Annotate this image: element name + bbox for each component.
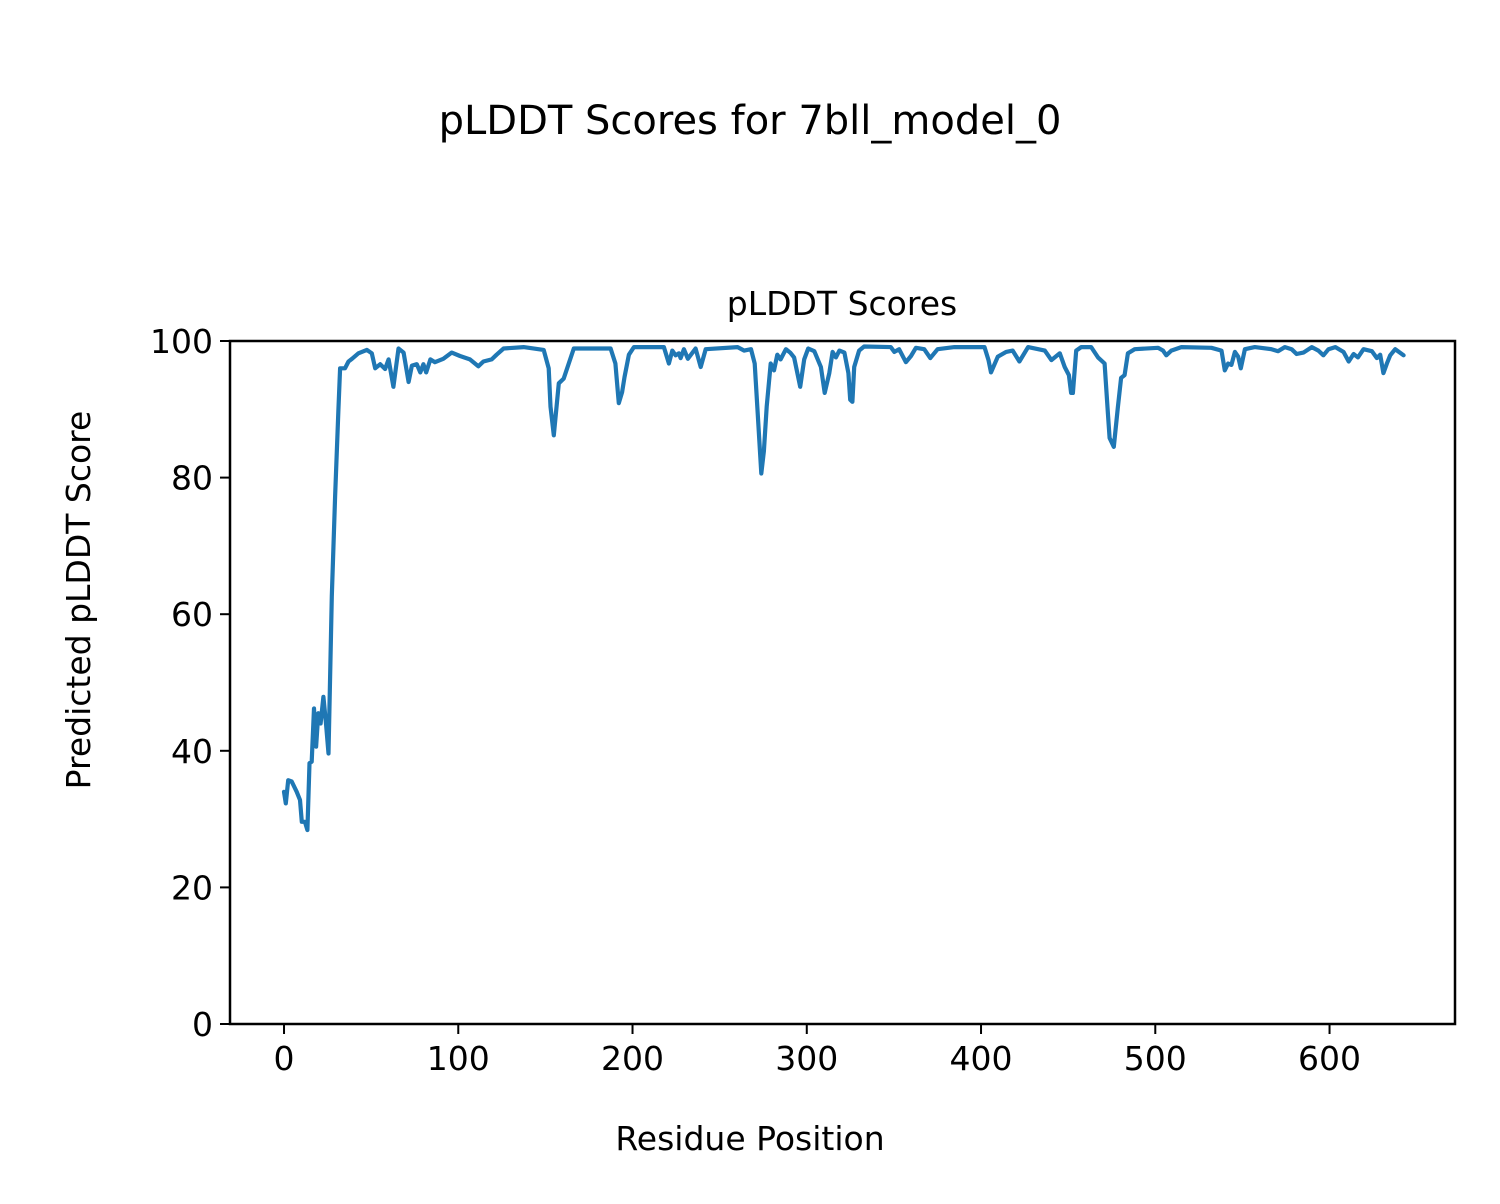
y-tick-label: 80 xyxy=(171,459,213,498)
ticks: 0 100 200 300 400 500 600 0 20 40 60 80 100 xyxy=(150,322,1361,1078)
x-tick-label: 0 xyxy=(274,1039,295,1078)
y-axis-label: Predicted pLDDT Score xyxy=(59,411,98,790)
series-line xyxy=(281,344,1406,833)
x-tick-label: 200 xyxy=(601,1039,664,1078)
y-tick-label: 60 xyxy=(171,595,213,634)
y-tick-label: 100 xyxy=(150,322,213,361)
figure-title: pLDDT Scores for 7bll_model_0 xyxy=(439,98,1062,144)
x-axis-label: Residue Position xyxy=(615,1119,884,1158)
x-tick-label: 500 xyxy=(1124,1039,1187,1078)
x-tick-label: 100 xyxy=(427,1039,490,1078)
plot-frame xyxy=(228,339,1457,1026)
y-tick-label: 0 xyxy=(192,1005,213,1044)
x-tick-label: 600 xyxy=(1298,1039,1361,1078)
y-tick-label: 40 xyxy=(171,732,213,771)
x-tick-label: 300 xyxy=(775,1039,838,1078)
axes-title: pLDDT Scores xyxy=(727,284,957,323)
y-tick-label: 20 xyxy=(171,868,213,907)
x-tick-label: 400 xyxy=(950,1039,1013,1078)
